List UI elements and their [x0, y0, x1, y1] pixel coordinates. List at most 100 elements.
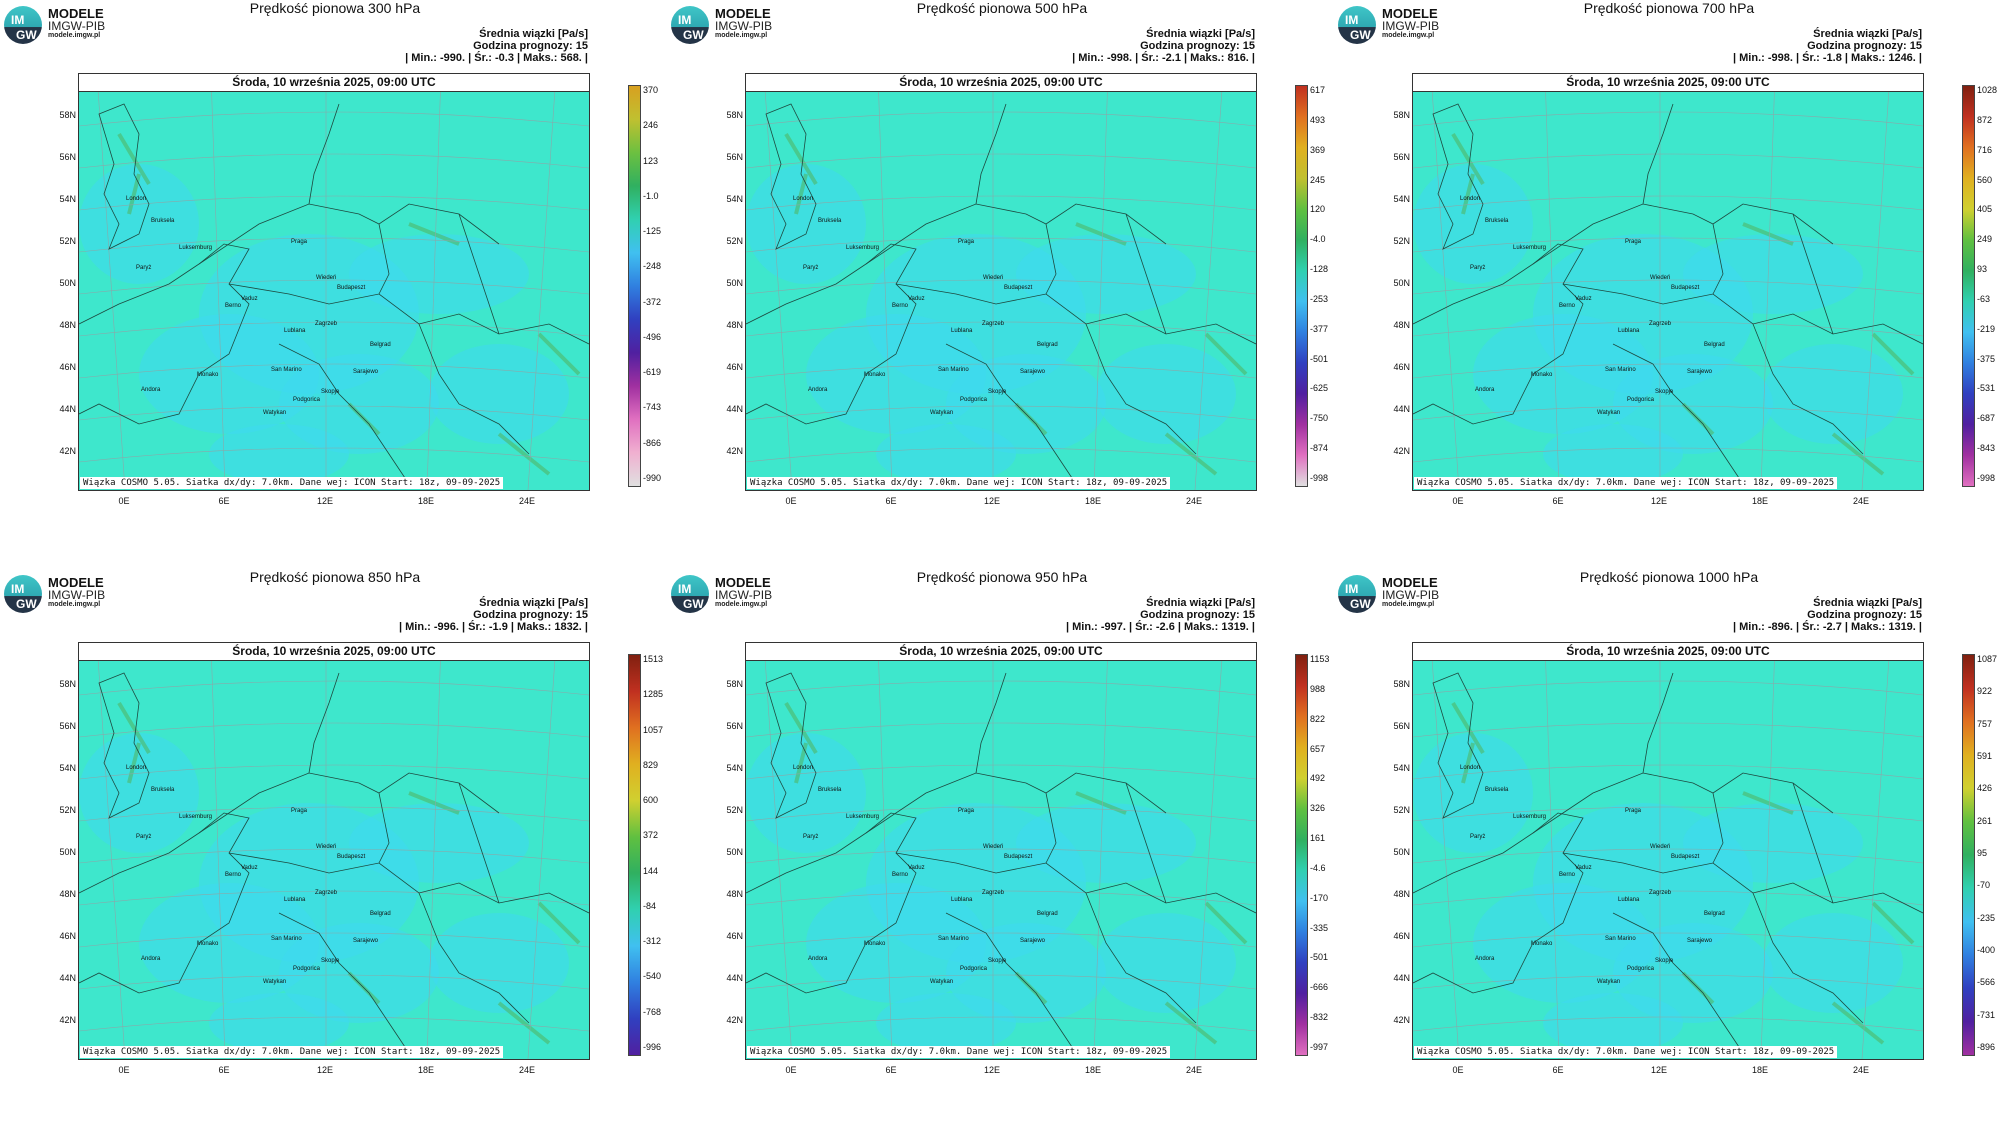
map-area[interactable]: Środa, 10 września 2025, 09:00 UTC London… [78, 642, 590, 1060]
colorbar-tick-label: -531 [1977, 383, 1996, 394]
map-date-label: Środa, 10 września 2025, 09:00 UTC [746, 643, 1256, 661]
latitude-gridline [1413, 279, 1923, 295]
latitude-gridline [1413, 153, 1923, 169]
ascent-streak [1204, 332, 1248, 376]
imgw-logo[interactable]: IM GW MODELE IMGW-PIB modele.imgw.pl [4, 573, 124, 613]
longitude-gridline [1861, 643, 1891, 1059]
latitude-label: 48N [726, 889, 743, 899]
colorbar-tick-label: 600 [643, 795, 659, 806]
city-label: Belgrad [1704, 342, 1725, 348]
imgw-logo[interactable]: IM GW MODELE IMGW-PIB modele.imgw.pl [671, 573, 791, 613]
city-label: Zagrzeb [982, 890, 1005, 896]
city-label: Podgorica [1627, 397, 1655, 403]
descent-region [1543, 993, 1683, 1053]
map-area[interactable]: Środa, 10 września 2025, 09:00 UTC London… [1412, 642, 1924, 1060]
longitude-gridline [426, 74, 442, 490]
country-border [458, 213, 500, 335]
map-area[interactable]: Środa, 10 września 2025, 09:00 UTC London… [78, 73, 590, 491]
longitude-gridline [1093, 74, 1109, 490]
colorbar-tick-label: 426 [1977, 783, 1993, 794]
city-label: Luksemburg [179, 245, 213, 251]
panel-title: Prędkość pionowa 300 hPa [249, 0, 421, 16]
colorbar-tick-label: 922 [1977, 686, 1993, 697]
longitude-label: 12E [1650, 496, 1667, 506]
colorbar-tick-label: -566 [1977, 977, 1996, 988]
colorbar-tick-label: 1153 [1310, 654, 1330, 664]
city-label: Bruksela [151, 787, 175, 793]
latitude-label: 58N [59, 110, 76, 120]
city-label: San Marino [271, 367, 302, 373]
info-forecast-hour: Godzina prognozy: 15 [473, 40, 588, 52]
colorbar-tick-label: -248 [643, 261, 662, 272]
city-label: London [1460, 196, 1481, 202]
latitude-label: 50N [59, 278, 76, 288]
forecast-panel: IM GW MODELE IMGW-PIB modele.imgw.pl Prędkość… [0, 569, 666, 1137]
colorbar-tick-label: 405 [1977, 204, 1993, 215]
colorbar-tick-label: 95 [1977, 848, 1988, 858]
latitude-label: 46N [726, 931, 743, 941]
map-area[interactable]: Środa, 10 września 2025, 09:00 UTC London… [1412, 73, 1924, 491]
map-area[interactable]: Środa, 10 września 2025, 09:00 UTC London… [745, 642, 1257, 1060]
country-border [1612, 343, 1744, 485]
colorbar-tick-label: -998 [1977, 473, 1996, 483]
latitude-gridline [79, 680, 589, 696]
city-label: Zagrzeb [315, 890, 338, 896]
logo-badge-top: IM [678, 582, 692, 596]
map-area[interactable]: Środa, 10 września 2025, 09:00 UTC London… [745, 73, 1257, 491]
descent-region [1683, 803, 1863, 883]
ascent-streak [117, 132, 151, 186]
latitude-label: 54N [1393, 763, 1410, 773]
colorbar-tick-label: 1513 [643, 654, 664, 664]
latitude-gridline [746, 447, 1256, 463]
city-label: Praga [291, 239, 308, 245]
colorbar-tick-label: 757 [1977, 718, 1993, 729]
latitude-gridline [746, 764, 1256, 780]
longitude-label: 6E [1552, 496, 1564, 506]
forecast-panel: IM GW MODELE IMGW-PIB modele.imgw.pl Prędkość… [667, 0, 1333, 568]
country-border [458, 782, 500, 904]
logo-badge: IM GW [671, 6, 709, 44]
city-label: Watykan [263, 410, 287, 416]
colorbar-tick-label: -843 [1977, 443, 1996, 454]
colorbar [628, 85, 641, 487]
latitude-gridline [746, 111, 1256, 127]
panel-stats: | Min.: -896. | Śr.: -2.7 | Maks.: 1319.… [1733, 621, 1922, 633]
latitude-label: 56N [59, 152, 76, 162]
colorbar [1295, 85, 1308, 487]
imgw-logo[interactable]: IM GW MODELE IMGW-PIB modele.imgw.pl [1338, 573, 1458, 613]
city-label: London [793, 765, 814, 771]
colorbar-tick-label: 369 [1310, 144, 1326, 155]
descent-region [1683, 234, 1863, 314]
colorbar-tick-label: 657 [1310, 743, 1326, 754]
country-border [945, 343, 1077, 485]
city-label: Belgrad [370, 911, 391, 917]
city-label: Sarajewo [1020, 938, 1046, 944]
city-label: Praga [958, 808, 975, 814]
latitude-gridline [746, 321, 1256, 337]
imgw-logo[interactable]: IM GW MODELE IMGW-PIB modele.imgw.pl [1338, 4, 1458, 44]
latitude-gridline [746, 722, 1256, 738]
latitude-gridline [746, 363, 1256, 379]
ascent-streak [1204, 901, 1248, 945]
latitude-gridline [1413, 237, 1923, 253]
imgw-logo[interactable]: IM GW MODELE IMGW-PIB modele.imgw.pl [671, 4, 791, 44]
colorbar-tick-label: 1028 [1977, 85, 1998, 95]
colorbar-tick-label: -63 [1977, 293, 1991, 304]
country-border [1612, 912, 1744, 1054]
longitude-label: 24E [1852, 1065, 1869, 1075]
longitude-gridline [210, 74, 226, 490]
latitude-gridline [79, 321, 589, 337]
colorbar-tick-label: -743 [643, 402, 662, 413]
colorbar-tick-label: -866 [643, 437, 662, 448]
city-label: Monako [1531, 941, 1553, 947]
colorbar-tick-label: -501 [1310, 952, 1329, 963]
ascent-streak [1831, 432, 1885, 476]
colorbar-tick-label: -619 [643, 367, 662, 378]
longitude-label: 6E [885, 496, 897, 506]
latitude-gridline [79, 848, 589, 864]
longitude-label: 12E [316, 1065, 333, 1075]
country-border [308, 103, 340, 205]
imgw-logo[interactable]: IM GW MODELE IMGW-PIB modele.imgw.pl [4, 4, 124, 44]
panel-stats: | Min.: -998. | Śr.: -1.8 | Maks.: 1246.… [1733, 52, 1922, 64]
logo-title: MODELE [715, 6, 771, 21]
